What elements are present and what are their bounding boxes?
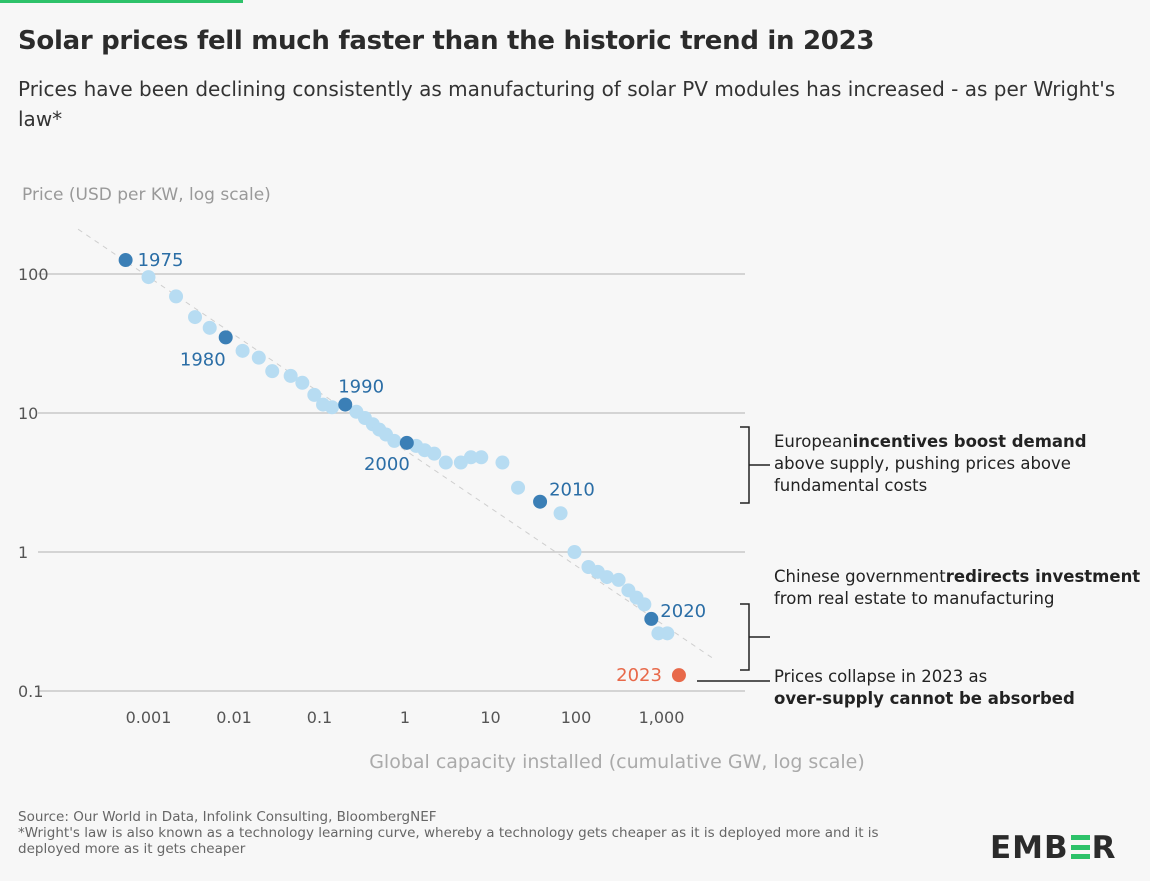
chart-subtitle: Prices have been declining consistently … [18,77,1116,131]
annotation-european-incentives: European incentives boost demand above s… [774,431,1144,497]
year-label-1975: 1975 [138,250,184,271]
data-point [251,350,266,365]
data-point [295,375,310,390]
annotation-text: European [774,432,853,451]
data-point-1990 [338,397,353,412]
data-point [141,270,156,285]
data-point [324,400,339,415]
x-tick-label: 10 [480,708,500,727]
chart-title: Solar prices fell much faster than the h… [18,26,875,56]
annotation-price-collapse: Prices collapse in 2023 as over-supply c… [774,666,1104,710]
year-label-2000: 2000 [364,454,410,475]
data-point [427,446,442,461]
x-tick-label: 100 [561,708,592,727]
y-tick-label: 0.1 [18,682,43,701]
annotation-chinese-government: Chinese government redirects investment … [774,566,1144,610]
data-point [438,455,453,470]
data-point-2000 [399,435,414,450]
data-point [495,455,510,470]
annotation-text: Prices collapse in 2023 as [774,667,988,686]
year-label-2010: 2010 [549,480,595,501]
data-point [637,597,652,612]
data-point [169,289,184,304]
data-point [387,433,402,448]
x-tick-label: 0.01 [216,708,252,727]
data-point [474,450,489,465]
year-label-1990: 1990 [338,377,384,398]
annotation-bracket [740,426,770,504]
annotation-text: Chinese government [774,567,946,586]
data-point-1975 [118,253,133,268]
year-label-2020: 2020 [660,601,706,622]
data-point-2020 [644,611,659,626]
x-tick-label: 0.001 [126,708,172,727]
annotation-text: from real estate to manufacturing [774,589,1055,608]
brand-accent-bar [0,0,243,3]
x-tick-label: 1 [400,708,410,727]
data-point [202,320,217,335]
annotation-bold: redirects investment [945,567,1141,586]
y-axis-label: Price (USD per KW, log scale) [22,185,271,205]
x-axis-label: Global capacity installed (cumulative GW… [369,751,865,773]
ember-logo: EMB R [990,830,1117,866]
data-point [599,570,614,585]
data-point-1980 [218,330,233,345]
data-point [660,626,675,641]
y-tick-label: 100 [18,265,49,284]
data-point [553,506,568,521]
annotation-bracket [740,603,770,671]
source-notes: Source: Our World in Data, Infolink Cons… [18,809,918,857]
data-point [283,368,298,383]
data-point-2010 [533,494,548,509]
annotation-bold: over-supply cannot be absorbed [774,689,1075,708]
y-tick-label: 10 [18,404,38,423]
annotation-text: above supply, pushing prices above funda… [774,454,1071,495]
year-label-2023: 2023 [616,665,662,686]
annotation-bold: incentives boost demand [852,432,1087,451]
data-point [235,343,250,358]
x-tick-label: 1,000 [639,708,685,727]
data-point [188,310,203,325]
x-tick-label: 0.1 [307,708,332,727]
year-label-1980: 1980 [180,349,226,370]
data-point [511,480,526,495]
data-point [307,387,322,402]
source-text: Source: Our World in Data, Infolink Cons… [18,809,437,825]
y-tick-label: 1 [18,543,28,562]
data-point-2023 [671,668,686,683]
footnote-text: *Wright's law is also known as a technol… [18,825,879,857]
data-point [567,545,582,559]
data-point [463,450,478,465]
data-point [611,572,626,587]
data-point [265,364,280,379]
